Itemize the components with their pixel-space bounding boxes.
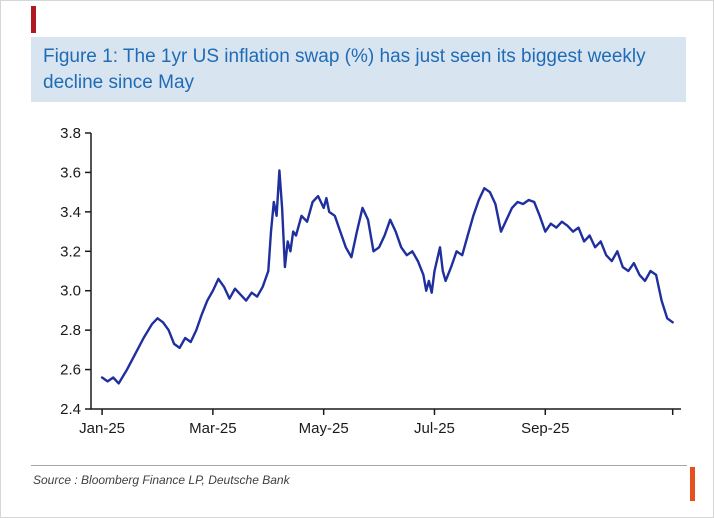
x-tick-label: Sep-25 <box>521 420 569 437</box>
source-text: Source : Bloomberg Finance LP, Deutsche … <box>33 473 290 487</box>
line-chart: 2.4 2.6 2.8 3.0 3.2 3.4 3.6 3.8 Jan-25 Mar-25 May-… <box>60 125 681 437</box>
y-tick-label: 2.6 <box>60 362 81 379</box>
accent-bar-top <box>31 6 36 33</box>
x-tick-label: Jan-25 <box>79 420 125 437</box>
x-tick-label: Jul-25 <box>414 420 455 437</box>
y-tick-label: 3.8 <box>60 125 81 142</box>
y-tick-label: 3.4 <box>60 204 81 221</box>
y-tick-label: 3.6 <box>60 164 81 181</box>
inflation-swap-line <box>100 169 674 385</box>
source-divider <box>31 465 687 466</box>
y-tick-label: 2.8 <box>60 322 81 339</box>
axis-frame <box>90 133 681 410</box>
figure-title-box: Figure 1: The 1yr US inflation swap (%) … <box>31 37 686 103</box>
accent-bar-bottom <box>690 467 695 501</box>
y-tick-label: 2.4 <box>60 401 81 418</box>
figure-title: Figure 1: The 1yr US inflation swap (%) … <box>43 46 646 93</box>
x-tick-label: May-25 <box>299 420 349 437</box>
y-tick-label: 3.2 <box>60 243 81 260</box>
x-tick-label: Mar-25 <box>189 420 237 437</box>
y-tick-label: 3.0 <box>60 283 81 300</box>
